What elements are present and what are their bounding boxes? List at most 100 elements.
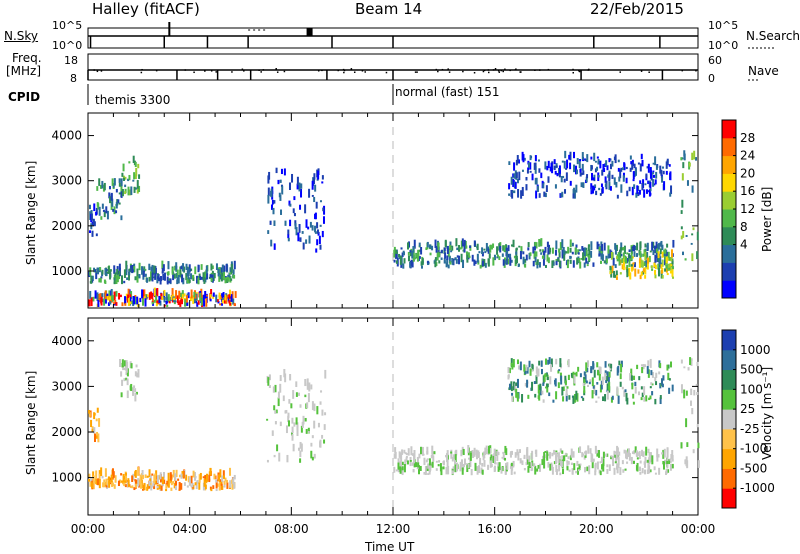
velocity-echo bbox=[525, 462, 528, 466]
power-echo bbox=[113, 206, 116, 215]
power-echo bbox=[605, 258, 608, 264]
velocity-echo bbox=[642, 451, 645, 456]
power-echo bbox=[538, 238, 541, 247]
velocity-echo bbox=[552, 399, 555, 403]
velocity-echo bbox=[170, 478, 173, 484]
power-echo bbox=[487, 248, 490, 254]
power-echo bbox=[469, 245, 472, 249]
power-echo bbox=[314, 231, 317, 234]
nave-point bbox=[93, 69, 95, 71]
velocity-echo bbox=[501, 456, 504, 459]
power-echo bbox=[215, 263, 218, 271]
velocity-echo bbox=[630, 456, 633, 465]
velocity-echo bbox=[475, 449, 478, 456]
power-echo bbox=[529, 162, 532, 170]
velocity-echo bbox=[690, 358, 693, 361]
power-echo bbox=[652, 170, 655, 173]
power-echo bbox=[233, 260, 236, 270]
xtick-label: 12:00 bbox=[376, 522, 411, 536]
power-echo bbox=[621, 247, 624, 251]
power-echo bbox=[601, 254, 604, 261]
nave-point bbox=[441, 68, 444, 71]
velocity-echo bbox=[174, 473, 177, 481]
nave-point bbox=[414, 71, 417, 73]
power-echo bbox=[412, 246, 415, 253]
velocity-echo bbox=[670, 361, 673, 368]
power-echo bbox=[534, 155, 537, 162]
velocity-echo bbox=[232, 477, 235, 485]
power-echo bbox=[558, 251, 561, 258]
velocity-echo bbox=[606, 376, 609, 382]
velocity-echo bbox=[613, 467, 616, 475]
power-echo bbox=[538, 193, 541, 198]
power-echo bbox=[564, 150, 567, 159]
power-echo bbox=[633, 163, 636, 169]
power-echo bbox=[112, 208, 115, 212]
velocity-echo bbox=[604, 394, 607, 402]
velocity-echo bbox=[483, 451, 486, 459]
power-echo bbox=[299, 204, 302, 210]
nave-point bbox=[343, 69, 346, 72]
velocity-echo bbox=[218, 482, 221, 491]
power-echo bbox=[496, 254, 499, 257]
power-echo bbox=[94, 269, 97, 273]
power-echo bbox=[560, 176, 563, 183]
power-echo bbox=[600, 250, 603, 254]
power-echo bbox=[662, 166, 665, 169]
power-echo bbox=[630, 252, 633, 261]
velocity-echo bbox=[537, 464, 540, 469]
velocity-echo bbox=[586, 466, 589, 472]
power-echo bbox=[615, 270, 618, 276]
velocity-echo bbox=[131, 485, 134, 489]
velocity-echo bbox=[642, 364, 645, 370]
velocity-echo bbox=[546, 384, 549, 393]
power-echo bbox=[569, 256, 572, 259]
velocity-echo bbox=[584, 467, 587, 473]
velocity-echo bbox=[215, 489, 218, 492]
power-echo bbox=[462, 249, 465, 252]
velocity-echo bbox=[186, 485, 189, 488]
power-echo bbox=[92, 296, 95, 302]
velocity-echo bbox=[124, 484, 127, 488]
velocity-echo bbox=[516, 449, 519, 456]
power-echo bbox=[628, 249, 631, 253]
velocity-echo bbox=[644, 456, 647, 464]
power-echo bbox=[311, 180, 314, 190]
power-echo bbox=[88, 299, 91, 307]
velocity-echo bbox=[222, 475, 225, 479]
velocity-echo bbox=[671, 450, 674, 457]
velocity-colorbar-cell bbox=[722, 349, 736, 371]
velocity-echo bbox=[570, 448, 573, 456]
velocity-echo bbox=[524, 370, 527, 375]
velocity-echo bbox=[539, 386, 542, 396]
velocity-echo bbox=[557, 382, 560, 389]
power-echo bbox=[103, 211, 106, 218]
velocity-echo bbox=[511, 392, 514, 396]
power-echo bbox=[607, 245, 610, 254]
velocity-echo bbox=[224, 477, 227, 482]
velocity-echo bbox=[632, 393, 635, 399]
velocity-echo bbox=[311, 435, 314, 439]
power-echo bbox=[547, 160, 550, 169]
velocity-echo bbox=[586, 360, 589, 368]
velocity-echo bbox=[571, 468, 574, 474]
velocity-echo bbox=[671, 459, 674, 462]
velocity-echo bbox=[435, 468, 438, 471]
velocity-echo bbox=[401, 466, 404, 471]
power-echo bbox=[212, 292, 215, 297]
velocity-echo bbox=[125, 371, 128, 376]
power-echo bbox=[304, 204, 307, 214]
velocity-echo bbox=[158, 484, 161, 490]
velocity-echo bbox=[557, 452, 560, 462]
power-echo bbox=[528, 252, 531, 260]
velocity-colorbar-cell bbox=[722, 468, 736, 489]
velocity-echo bbox=[170, 487, 173, 491]
power-echo bbox=[143, 289, 146, 297]
velocity-echo bbox=[282, 395, 285, 402]
power-echo bbox=[473, 240, 476, 247]
power-echo bbox=[125, 269, 128, 276]
velocity-echo bbox=[277, 391, 280, 399]
power-echo bbox=[466, 258, 469, 263]
power-echo bbox=[171, 298, 174, 303]
